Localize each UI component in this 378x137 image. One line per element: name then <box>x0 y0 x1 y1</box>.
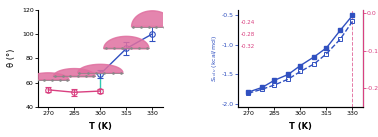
Polygon shape <box>104 36 149 48</box>
Text: -0.32: -0.32 <box>240 44 255 49</box>
Y-axis label: $S_{solv}$ (kcal/mol): $S_{solv}$ (kcal/mol) <box>210 35 219 82</box>
X-axis label: T (K): T (K) <box>289 122 312 131</box>
Polygon shape <box>78 64 123 73</box>
Polygon shape <box>132 11 173 27</box>
Text: -0.28: -0.28 <box>240 32 255 37</box>
Y-axis label: θ (°): θ (°) <box>7 49 16 67</box>
X-axis label: T (K): T (K) <box>89 122 112 131</box>
Text: -0.24: -0.24 <box>240 20 255 25</box>
Polygon shape <box>53 68 95 76</box>
Polygon shape <box>27 73 69 80</box>
